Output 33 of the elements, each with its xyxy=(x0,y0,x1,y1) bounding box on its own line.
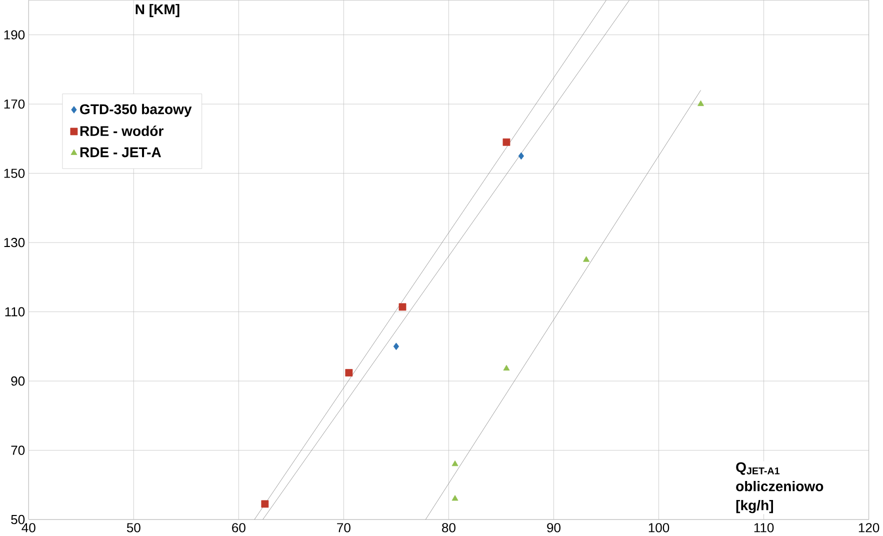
y-tick-label: 150 xyxy=(4,168,25,178)
x-tick-label: 120 xyxy=(858,523,880,532)
legend-label: RDE - JET-A xyxy=(80,148,161,158)
point xyxy=(503,365,510,371)
point xyxy=(345,369,353,377)
y-tick-label: 190 xyxy=(4,30,25,40)
y-tick-label: 70 xyxy=(11,446,25,456)
x-tick-label: 90 xyxy=(547,523,560,532)
point xyxy=(261,500,269,508)
x-tick-label: 100 xyxy=(648,523,670,532)
y-tick-label: 110 xyxy=(5,307,25,317)
legend-label: GTD-350 bazowy xyxy=(80,104,192,118)
x-axis-title: Q$_{JET-A1}$ obliczeniowo [kg/h] xyxy=(736,462,824,514)
point xyxy=(452,460,458,466)
legend-label: RDE - wodór xyxy=(80,126,164,136)
point xyxy=(502,138,510,146)
y-tick-label: 50 xyxy=(11,515,25,524)
point xyxy=(698,100,704,106)
x-tick-label: 70 xyxy=(337,523,350,532)
x-tick-label: 50 xyxy=(126,523,140,532)
y-axis-title: N [KM] xyxy=(136,4,180,18)
x-tick-label: 80 xyxy=(442,523,456,532)
x-tick-label: 40 xyxy=(22,523,36,532)
point xyxy=(583,256,590,262)
point xyxy=(398,303,406,311)
x-tick-label: 110 xyxy=(754,523,774,532)
point xyxy=(393,342,400,350)
y-tick-label: 90 xyxy=(11,376,25,386)
y-tick-label: 130 xyxy=(4,238,25,248)
point xyxy=(518,152,524,160)
x-tick-label: 60 xyxy=(232,523,246,532)
point xyxy=(452,495,458,501)
y-tick-label: 170 xyxy=(4,100,25,109)
